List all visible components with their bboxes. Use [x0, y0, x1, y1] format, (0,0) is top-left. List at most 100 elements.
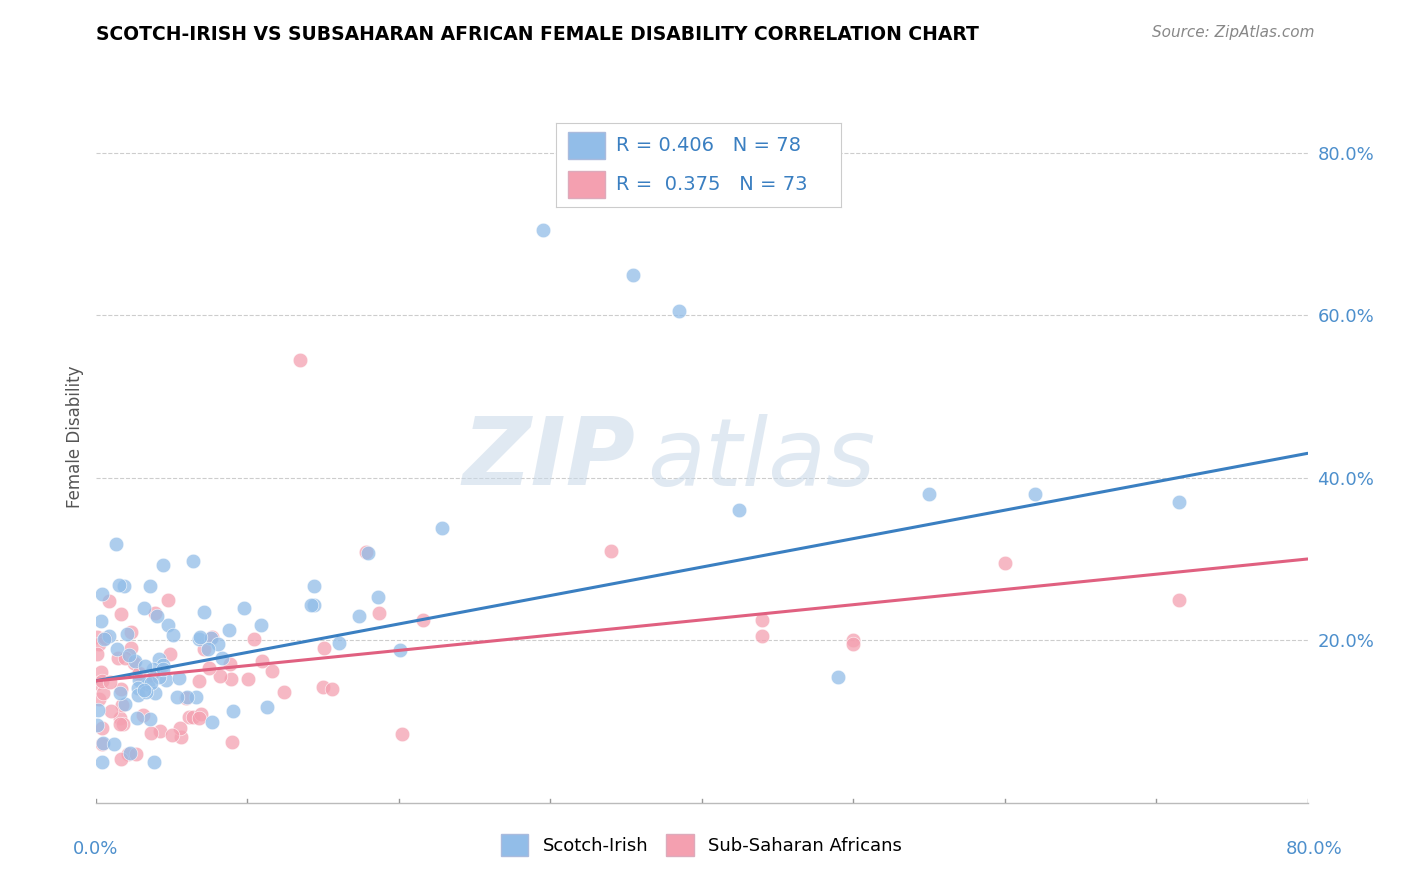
Point	[91, 721, 114, 735]
Point	[668, 304, 690, 318]
Point	[198, 661, 221, 675]
Point	[412, 613, 434, 627]
Point	[357, 546, 380, 560]
Point	[1167, 592, 1189, 607]
Point	[200, 632, 222, 646]
Point	[111, 698, 134, 712]
Point	[312, 641, 335, 656]
Point	[149, 723, 172, 738]
Point	[115, 627, 138, 641]
Point	[349, 609, 371, 624]
Point	[367, 606, 389, 620]
Text: atlas: atlas	[647, 414, 876, 505]
Point	[98, 594, 121, 608]
Point	[222, 704, 245, 718]
Point	[328, 636, 350, 650]
Point	[184, 690, 207, 704]
Point	[1024, 487, 1046, 501]
Point	[87, 637, 110, 651]
Point	[141, 676, 163, 690]
Point	[105, 537, 128, 551]
Point	[181, 554, 204, 568]
Point	[262, 664, 284, 678]
Point	[134, 659, 156, 673]
Point	[87, 691, 110, 706]
Point	[94, 632, 117, 646]
Point	[221, 735, 243, 749]
Point	[221, 672, 243, 686]
Point	[211, 651, 233, 665]
Point	[90, 755, 112, 769]
Point	[127, 666, 149, 681]
Point	[114, 651, 136, 665]
Point	[155, 673, 177, 687]
Point	[90, 665, 112, 680]
Point	[312, 680, 335, 694]
Point	[125, 747, 148, 762]
Point	[108, 686, 131, 700]
Point	[134, 683, 156, 698]
Point	[98, 674, 121, 689]
Point	[118, 746, 141, 760]
Point	[91, 673, 114, 688]
Point	[114, 697, 136, 711]
Point	[174, 691, 197, 706]
Point	[531, 223, 554, 237]
Point	[124, 654, 146, 668]
Point	[91, 736, 114, 750]
Point	[181, 710, 204, 724]
Point	[256, 699, 278, 714]
Point	[93, 632, 115, 646]
Point	[110, 711, 132, 725]
Point	[207, 637, 229, 651]
Point	[87, 703, 110, 717]
Point	[112, 579, 135, 593]
Point	[288, 352, 311, 367]
Point	[356, 544, 378, 558]
Point	[103, 737, 125, 751]
Point	[302, 579, 325, 593]
Point	[135, 685, 157, 699]
Point	[111, 717, 134, 731]
Text: SCOTCH-IRISH VS SUBSAHARAN AFRICAN FEMALE DISABILITY CORRELATION CHART: SCOTCH-IRISH VS SUBSAHARAN AFRICAN FEMAL…	[96, 25, 979, 44]
Point	[250, 654, 273, 668]
Point	[166, 690, 188, 704]
Point	[142, 755, 165, 769]
Point	[132, 707, 155, 722]
Point	[827, 670, 849, 684]
Point	[250, 618, 273, 632]
Point	[188, 632, 211, 646]
Point	[188, 674, 211, 689]
Point	[432, 521, 454, 535]
Point	[190, 706, 212, 721]
Point	[162, 628, 184, 642]
Point	[242, 632, 264, 646]
Point	[152, 558, 174, 572]
Point	[125, 711, 148, 725]
Y-axis label: Female Disability: Female Disability	[66, 366, 84, 508]
Point	[273, 684, 295, 698]
Point	[146, 609, 169, 624]
Point	[170, 730, 193, 744]
Point	[188, 630, 211, 644]
Point	[86, 630, 108, 644]
Point	[751, 613, 773, 627]
Point	[139, 668, 162, 682]
Point	[97, 629, 120, 643]
Point	[127, 688, 149, 702]
Point	[160, 728, 183, 742]
Point	[201, 715, 224, 730]
Point	[120, 625, 142, 640]
Point	[918, 487, 941, 501]
Point	[90, 614, 112, 628]
Point	[159, 647, 181, 661]
Point	[148, 670, 170, 684]
Point	[188, 710, 211, 724]
Point	[1167, 495, 1189, 509]
Point	[599, 544, 621, 558]
Point	[219, 657, 242, 671]
Point	[728, 503, 751, 517]
Point	[143, 606, 166, 620]
Point	[299, 598, 322, 612]
Point	[156, 618, 179, 632]
